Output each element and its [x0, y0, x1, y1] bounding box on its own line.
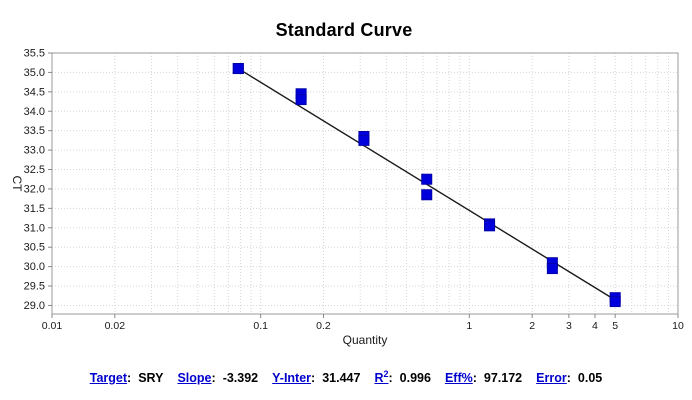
y-tick-label: 33.0	[24, 145, 45, 157]
x-tick-label: 0.2	[316, 320, 331, 332]
x-tick-label: 0.01	[42, 320, 63, 332]
y-tick-label: 29.5	[24, 281, 45, 293]
x-tick-label: 2	[529, 320, 535, 332]
stat-item-yinter: Y-Inter: 31.447	[272, 371, 360, 385]
stat-colon: :	[388, 371, 393, 386]
stat-value: 97.172	[483, 371, 523, 386]
stat-value: 0.05	[577, 371, 603, 386]
stat-value: 31.447	[322, 371, 361, 386]
stat-item-r: R2: 0.996	[374, 369, 431, 385]
stat-item-target: Target: SRY	[90, 371, 164, 385]
data-point-marker	[232, 63, 244, 75]
y-tick-label: 32.0	[24, 183, 45, 195]
stat-label-link[interactable]: Target	[89, 371, 128, 386]
stat-label-link[interactable]: Slope	[177, 371, 212, 386]
y-tick-label: 32.5	[24, 164, 45, 176]
stat-colon: :	[311, 371, 316, 386]
stat-label-superscript: 2	[383, 369, 389, 379]
stat-value: 0.996	[399, 371, 431, 386]
data-point-marker	[484, 220, 496, 232]
chart-title: Standard Curve	[275, 20, 413, 40]
stat-colon: :	[472, 371, 477, 386]
y-tick-label: 35.0	[24, 67, 45, 79]
y-tick-label: 34.5	[24, 86, 45, 98]
y-tick-label: 30.0	[24, 261, 45, 273]
data-point-marker	[358, 134, 370, 146]
data-point-marker	[421, 173, 433, 185]
y-tick-label: 33.5	[24, 125, 45, 137]
stat-colon: :	[127, 371, 132, 386]
x-tick-label: 3	[566, 320, 572, 332]
plot-border	[51, 52, 679, 315]
x-axis-title: Quantity	[343, 333, 388, 347]
stat-value: -3.392	[222, 371, 259, 386]
y-tick-label: 31.0	[24, 222, 45, 234]
stat-label-link[interactable]: Eff%	[444, 371, 473, 386]
stat-item-slope: Slope: -3.392	[177, 371, 258, 385]
x-tick-label: 5	[612, 320, 618, 332]
y-tick-label: 30.5	[24, 242, 45, 254]
data-point-marker	[295, 94, 307, 106]
y-tick-label: 29.0	[24, 300, 45, 312]
data-point-marker	[609, 296, 621, 308]
stats-row: Target: SRY Slope: -3.392 Y-Inter: 31.447 R2: 0…	[0, 369, 692, 385]
y-tick-label: 34.0	[24, 106, 45, 118]
x-tick-label: 10	[672, 320, 684, 332]
y-axis-title: CT	[10, 176, 24, 193]
x-tick-label: 1	[466, 320, 472, 332]
stat-item-error: Error: 0.05	[536, 371, 602, 385]
stat-colon: :	[211, 371, 216, 386]
stat-label-link[interactable]: Error	[536, 371, 567, 386]
stat-label-link[interactable]: Y-Inter	[272, 371, 312, 386]
x-tick-label: 0.1	[253, 320, 268, 332]
data-point-marker	[421, 189, 433, 201]
data-point-marker	[546, 263, 558, 275]
x-tick-label: 0.02	[105, 320, 126, 332]
standard-curve-plot: 29.0 29.5 30.0 30.5 31.0 31.5 32.0 32.5 33.0 33.5…	[10, 48, 684, 348]
stat-colon: :	[566, 371, 571, 386]
stat-value: SRY	[138, 371, 164, 386]
x-tick-label: 4	[592, 320, 598, 332]
stat-label-link[interactable]: R2	[374, 369, 389, 386]
y-tick-label: 31.5	[24, 203, 45, 215]
y-tick-label: 35.5	[24, 48, 45, 60]
stat-item-eff: Eff%: 97.172	[445, 371, 522, 385]
